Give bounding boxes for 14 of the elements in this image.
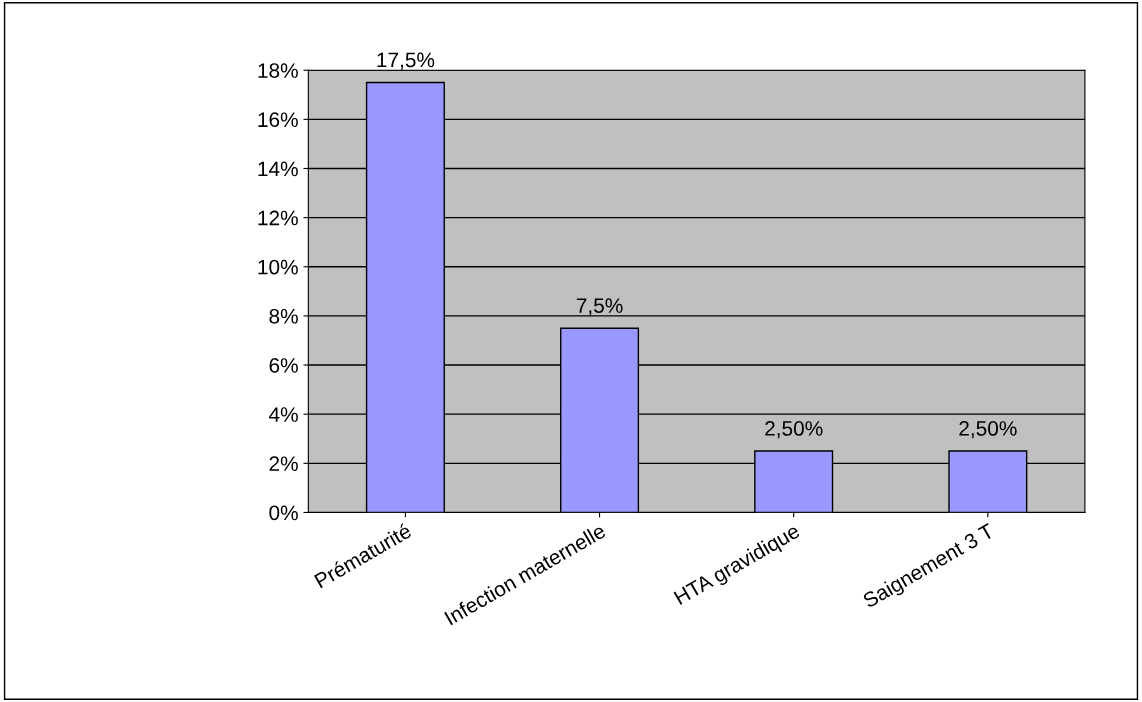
- y-tick-label: 8%: [269, 308, 298, 324]
- y-tick-label: 0%: [269, 505, 298, 521]
- data-label: 2,50%: [765, 421, 823, 439]
- data-label: 17,5%: [377, 52, 435, 70]
- y-tick-label: 2%: [269, 456, 298, 471]
- y-tick-label: 14%: [258, 161, 298, 177]
- data-label: 2,50%: [959, 421, 1017, 439]
- y-tick-label: 10%: [258, 259, 298, 275]
- data-label: 7,5%: [576, 298, 623, 316]
- y-tick-label: 16%: [258, 112, 298, 128]
- y-tick-label: 4%: [268, 407, 298, 422]
- y-tick-label: 18%: [258, 63, 298, 78]
- y-tick-label: 12%: [258, 210, 298, 226]
- y-tick-label: 6%: [269, 358, 298, 373]
